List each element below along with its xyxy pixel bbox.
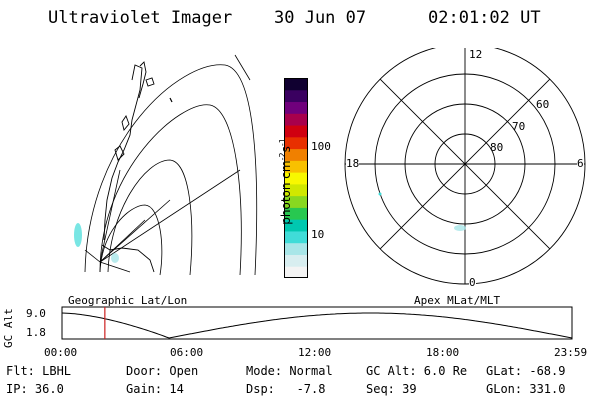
filter-status: Flt: LBHL — [6, 364, 72, 378]
colorbar-cell — [284, 242, 308, 255]
units-text: s — [279, 146, 293, 153]
mlt-label-18: 18 — [346, 157, 360, 170]
longitude-line — [99, 219, 146, 263]
mlat-label-70: 70 — [512, 120, 526, 133]
longitude-line — [99, 169, 121, 263]
mlt-label-6: 6 — [577, 157, 584, 170]
timeline-x-tick: 00:00 — [44, 346, 78, 359]
colorbar-cell — [284, 160, 308, 173]
units-exponent: -1 — [278, 138, 287, 147]
mlat-label-80: 80 — [490, 141, 504, 154]
mode-status: Mode: Normal — [246, 364, 333, 378]
coastline — [101, 244, 155, 273]
emission-patch — [74, 223, 82, 247]
latitude-line — [99, 204, 163, 276]
timeline-x-tick: 23:59 — [554, 346, 588, 359]
mlt-label-12: 12 — [469, 48, 483, 61]
latitude-line — [99, 104, 242, 276]
date-label: 30 Jun 07 — [274, 8, 367, 28]
gain-status: Gain: 14 — [126, 382, 184, 396]
colorbar-cell — [284, 195, 308, 208]
colorbar-cell — [284, 230, 308, 244]
polar-plot — [344, 48, 586, 285]
instrument-title: Ultraviolet Imager — [48, 8, 233, 28]
coastline — [145, 77, 155, 87]
mlt-label-0: 0 — [469, 276, 476, 289]
altitude-curve — [61, 312, 573, 339]
colorbar-cell — [284, 172, 308, 185]
colorbar-cell — [284, 78, 308, 91]
longitude-line — [84, 249, 101, 263]
coastline — [169, 97, 173, 103]
colorbar-cell — [284, 207, 308, 220]
colorbar-cell — [284, 125, 308, 138]
timeline-x-tick: 06:00 — [170, 346, 204, 359]
colorbar — [284, 78, 308, 278]
ip-status: IP: 36.0 — [6, 382, 64, 396]
colorbar-cell — [284, 219, 308, 232]
door-status: Door: Open — [126, 364, 199, 378]
colorbar-tick-label: 10 — [311, 228, 325, 241]
latitude-line — [107, 159, 193, 276]
emission-patch — [111, 253, 119, 263]
coastline — [114, 145, 125, 161]
colorbar-cell — [284, 183, 308, 197]
timeline-frame — [61, 306, 573, 340]
gc-alt-status: GC Alt: 6.0 Re — [366, 364, 468, 378]
orbit-timeline — [61, 306, 573, 340]
emission-patch — [378, 192, 382, 196]
colorbar-cell — [284, 89, 308, 103]
geographic-map — [74, 54, 258, 276]
units-exponent: -2 — [278, 152, 287, 161]
colorbar-tick-label: 100 — [311, 140, 331, 153]
longitude-line — [99, 169, 241, 263]
emission-patch — [454, 225, 466, 231]
latitude-line — [84, 64, 258, 276]
timeline-x-tick: 18:00 — [426, 346, 460, 359]
dsp-status: Dsp: -7.8 — [246, 382, 326, 396]
colorbar-cell — [284, 136, 308, 150]
longitude-line — [234, 54, 251, 81]
colorbar-units-label: photon cm-2s-1 — [264, 138, 307, 240]
polar-caption: Apex MLat/MLT — [414, 294, 501, 307]
seq-status: Seq: 39 — [366, 382, 417, 396]
colorbar-cell — [284, 113, 308, 126]
time-label: 02:01:02 UT — [428, 8, 541, 28]
coastline — [138, 61, 147, 99]
timeline-y-label: GC Alt — [2, 308, 15, 348]
timeline-y-tick: 9.0 — [26, 307, 46, 320]
units-text: photon cm — [279, 160, 293, 225]
glon-status: GLon: 331.0 — [486, 382, 566, 396]
colorbar-cell — [284, 254, 308, 267]
colorbar-cell — [284, 101, 308, 114]
colorbar-cell — [284, 148, 308, 161]
mlt-meridian — [379, 78, 551, 250]
timeline-x-tick: 12:00 — [298, 346, 332, 359]
map-caption: Geographic Lat/Lon — [68, 294, 188, 307]
colorbar-cell — [284, 266, 308, 278]
mlat-label-60: 60 — [536, 98, 550, 111]
longitude-line — [99, 199, 171, 263]
coastline — [103, 64, 143, 241]
coastline — [121, 115, 130, 131]
longitude-line — [99, 261, 131, 273]
glat-status: GLat: -68.9 — [486, 364, 566, 378]
timeline-y-tick: 1.8 — [26, 326, 46, 339]
